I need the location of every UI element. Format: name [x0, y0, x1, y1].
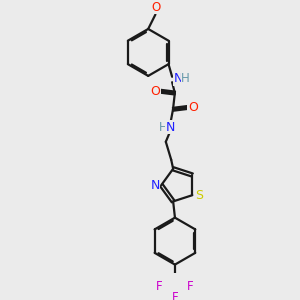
- Text: H: H: [181, 72, 190, 85]
- Text: S: S: [195, 189, 203, 202]
- Text: F: F: [172, 291, 178, 300]
- Text: F: F: [187, 280, 194, 293]
- Text: N: N: [166, 121, 175, 134]
- Text: O: O: [152, 1, 161, 14]
- Text: N: N: [174, 72, 183, 85]
- Text: O: O: [152, 1, 161, 14]
- Text: F: F: [156, 280, 163, 293]
- Text: H: H: [159, 121, 167, 134]
- Text: O: O: [150, 85, 160, 98]
- Text: N: N: [150, 178, 160, 192]
- Text: O: O: [188, 101, 198, 114]
